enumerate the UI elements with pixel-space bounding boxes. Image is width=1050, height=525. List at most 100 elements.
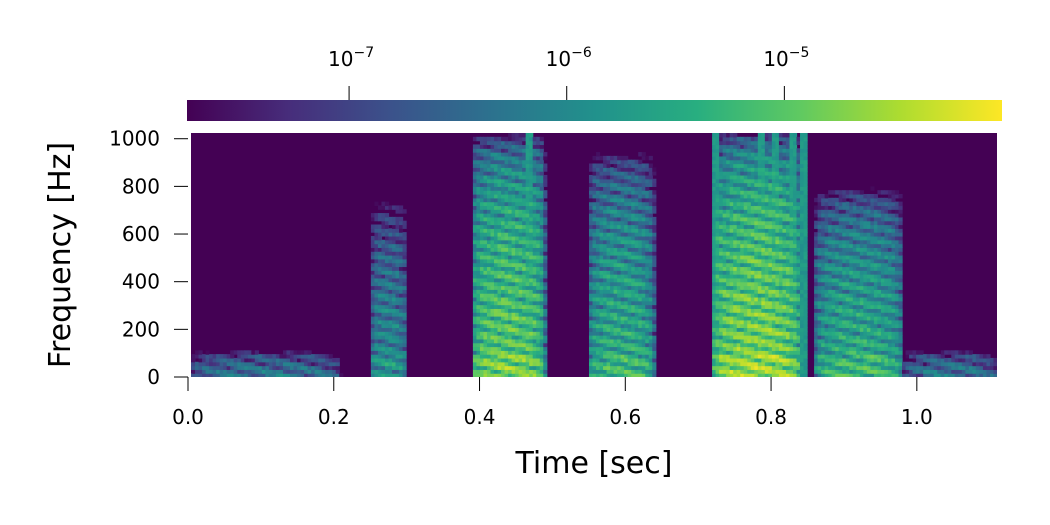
spectrogram-cell xyxy=(483,270,488,275)
spectrogram-cell xyxy=(733,239,738,245)
spectrogram-cell xyxy=(733,308,738,313)
spectrogram-cell xyxy=(803,270,808,275)
spectrogram-cell xyxy=(596,293,601,298)
spectrogram-cell xyxy=(518,350,523,355)
spectrogram-cell xyxy=(821,361,826,367)
spectrogram-cell xyxy=(796,243,801,248)
spectrogram-cell xyxy=(384,281,390,287)
spectrogram-cell xyxy=(726,251,731,256)
spectrogram-cell xyxy=(384,365,390,370)
spectrogram-cell xyxy=(729,190,734,195)
spectrogram-cell xyxy=(511,281,516,287)
spectrogram-cell xyxy=(525,308,530,313)
spectrogram-cell xyxy=(800,155,805,161)
spectrogram-cell xyxy=(750,213,755,218)
spectrogram-cell xyxy=(529,220,534,226)
spectrogram-cell xyxy=(529,140,534,146)
spectrogram-cell xyxy=(736,262,741,268)
spectrogram-cell xyxy=(525,316,530,321)
spectrogram-cell xyxy=(740,171,745,176)
spectrogram-cell xyxy=(764,323,769,329)
spectrogram-cell xyxy=(399,335,404,340)
spectrogram-cell xyxy=(821,296,826,302)
spectrogram-cell xyxy=(212,373,217,377)
spectrogram-cell xyxy=(740,197,745,203)
spectrogram-cell xyxy=(515,232,520,237)
spectrogram-cell xyxy=(536,239,541,245)
spectrogram-cell xyxy=(782,148,787,153)
spectrogram-cell xyxy=(286,354,291,359)
spectrogram-cell xyxy=(729,296,734,302)
spectrogram-cell xyxy=(479,148,485,153)
spectrogram-cell xyxy=(476,361,481,367)
spectrogram-cell xyxy=(652,235,657,241)
spectrogram-cell xyxy=(599,262,604,268)
spectrogram-cell xyxy=(606,304,611,309)
spectrogram-cell xyxy=(712,270,717,275)
spectrogram-cell xyxy=(486,338,492,344)
spectrogram-cell xyxy=(631,300,636,306)
spectrogram-cell xyxy=(750,243,755,248)
spectrogram-cell xyxy=(712,251,717,256)
spectrogram-cell xyxy=(743,281,748,287)
spectrogram-cell xyxy=(638,205,643,210)
spectrogram-cell xyxy=(536,369,541,374)
spectrogram-cell xyxy=(483,174,488,180)
spectrogram-cell xyxy=(610,369,615,374)
spectrogram-cell xyxy=(518,319,523,325)
spectrogram-cell xyxy=(588,255,594,260)
spectrogram-cell xyxy=(792,186,798,191)
spectrogram-cell xyxy=(370,319,376,325)
spectrogram-cell xyxy=(504,171,509,176)
spectrogram-cell xyxy=(511,194,516,199)
spectrogram-cell xyxy=(501,228,506,233)
spectrogram-cell xyxy=(525,338,530,344)
spectrogram-cell xyxy=(494,266,499,271)
spectrogram-cell xyxy=(719,140,724,146)
spectrogram-cell xyxy=(399,247,404,252)
spectrogram-cell xyxy=(634,201,639,207)
spectrogram-cell xyxy=(726,163,731,168)
spectrogram-cell xyxy=(596,316,601,321)
spectrogram-cell xyxy=(230,365,235,370)
spectrogram-cell xyxy=(494,144,499,149)
spectrogram-cell xyxy=(511,213,516,218)
spectrogram-cell xyxy=(715,133,720,138)
spectrogram-cell xyxy=(610,228,615,233)
spectrogram-cell xyxy=(620,369,625,374)
spectrogram-cell xyxy=(757,312,762,317)
spectrogram-cell xyxy=(740,258,745,264)
spectrogram-cell xyxy=(532,140,537,146)
spectrogram-cell xyxy=(392,312,397,317)
spectrogram-cell xyxy=(733,266,738,271)
spectrogram-cell xyxy=(771,136,777,142)
spectrogram-cell xyxy=(733,274,738,279)
spectrogram-cell xyxy=(508,373,513,377)
spectrogram-cell xyxy=(483,182,488,187)
spectrogram-cell xyxy=(529,365,534,370)
spectrogram-cell xyxy=(747,335,752,340)
spectrogram-cell xyxy=(479,159,485,165)
spectrogram-cell xyxy=(719,316,724,321)
spectrogram-cell xyxy=(789,216,794,222)
spectrogram-cell xyxy=(596,319,601,325)
spectrogram-cell xyxy=(645,209,650,214)
spectrogram-cell xyxy=(374,308,379,313)
spectrogram-cell xyxy=(536,136,541,142)
spectrogram-cell xyxy=(483,304,488,309)
spectrogram-cell xyxy=(532,308,537,313)
spectrogram-cell xyxy=(771,186,777,191)
spectrogram-cell xyxy=(374,327,379,332)
spectrogram-cell xyxy=(803,171,808,176)
spectrogram-cell xyxy=(610,266,615,271)
spectrogram-cell xyxy=(778,171,784,176)
spectrogram-cell xyxy=(532,266,537,271)
spectrogram-cell xyxy=(617,338,622,344)
spectrogram-cell xyxy=(479,213,485,218)
spectrogram-cell xyxy=(754,312,759,317)
spectrogram-cell xyxy=(740,308,745,313)
spectrogram-cell xyxy=(511,159,516,165)
spectrogram-cell xyxy=(522,350,527,355)
spectrogram-cell xyxy=(504,361,509,367)
spectrogram-cell xyxy=(768,216,773,222)
